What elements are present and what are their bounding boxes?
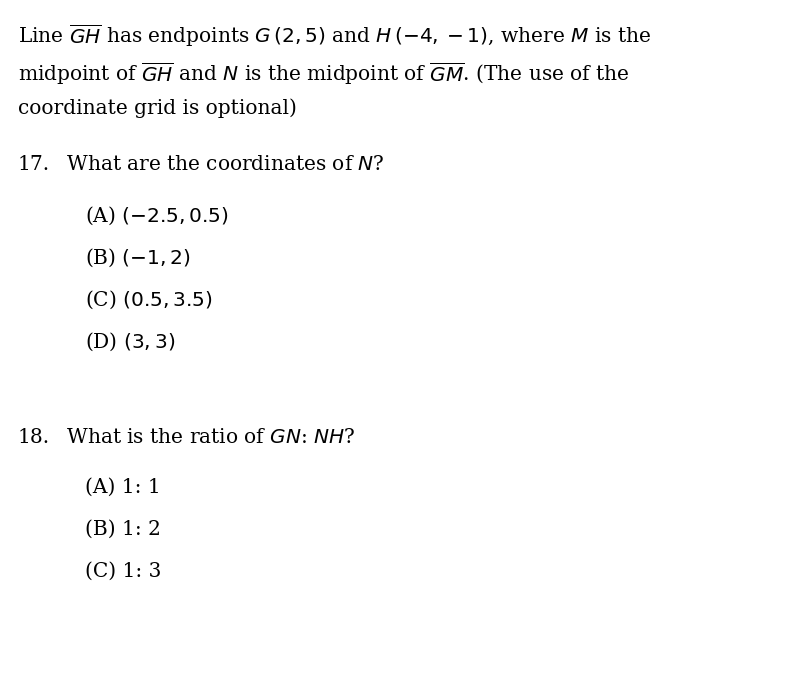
Text: (B) 1: 2: (B) 1: 2 [85, 520, 161, 539]
Text: (A) $(-2.5, 0.5)$: (A) $(-2.5, 0.5)$ [85, 205, 229, 228]
Text: 18.: 18. [18, 428, 50, 447]
Text: What is the ratio of $GN$: $NH$?: What is the ratio of $GN$: $NH$? [60, 428, 355, 447]
Text: 17.: 17. [18, 155, 50, 174]
Text: (C) 1: 3: (C) 1: 3 [85, 562, 161, 581]
Text: midpoint of $\overline{GH}$ and $N$ is the midpoint of $\overline{GM}$. (The use: midpoint of $\overline{GH}$ and $N$ is t… [18, 60, 629, 87]
Text: (C) $(0.5, 3.5)$: (C) $(0.5, 3.5)$ [85, 289, 213, 311]
Text: What are the coordinates of $N$?: What are the coordinates of $N$? [60, 155, 384, 174]
Text: (D) $(3, 3)$: (D) $(3, 3)$ [85, 331, 175, 353]
Text: Line $\overline{GH}$ has endpoints $G\,(2,5)$ and $H\,(-4,-1)$, where $M$ is the: Line $\overline{GH}$ has endpoints $G\,(… [18, 22, 650, 49]
Text: (B) $(-1, 2)$: (B) $(-1, 2)$ [85, 247, 190, 269]
Text: (A) 1: 1: (A) 1: 1 [85, 478, 161, 497]
Text: coordinate grid is optional): coordinate grid is optional) [18, 98, 296, 118]
